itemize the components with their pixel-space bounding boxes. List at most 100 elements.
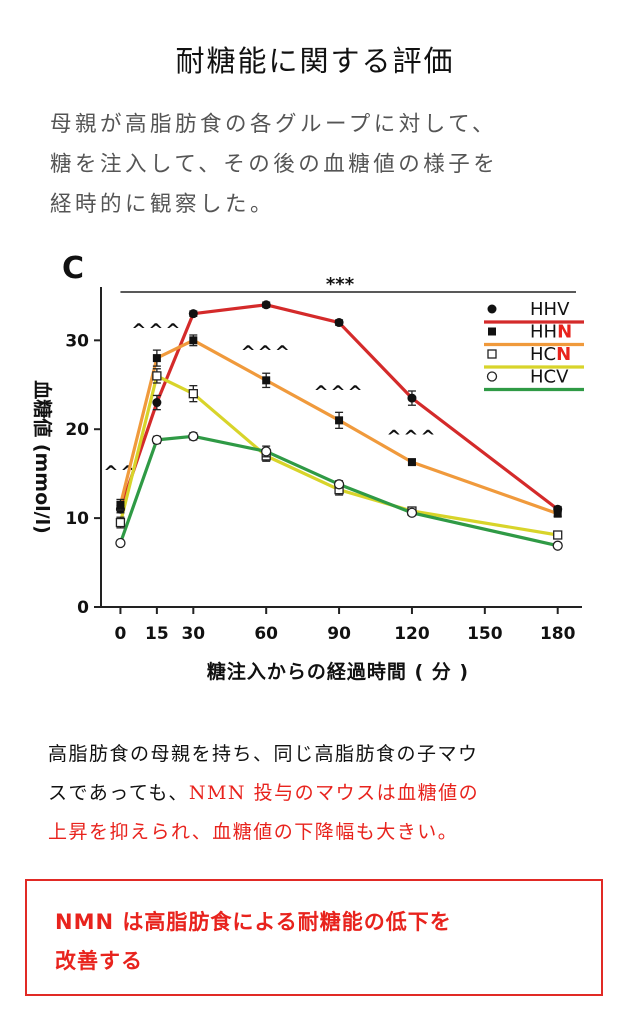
result-line: 高脂肪食の母親を持ち、同じ高脂肪食の子マウ bbox=[48, 743, 479, 765]
data-point-hhv bbox=[407, 390, 417, 406]
data-point-hhn bbox=[553, 509, 562, 518]
marker-point bbox=[552, 540, 563, 551]
marker-point bbox=[261, 300, 271, 310]
intro-paragraph: 母親が高脂肪食の各グループに対して、 糖を注入して、その後の血糖値の様子を 経時… bbox=[50, 105, 610, 225]
y-tick-label: 30 bbox=[65, 331, 89, 351]
legend-marker bbox=[487, 304, 497, 314]
marker-point bbox=[553, 530, 563, 540]
marker-point bbox=[152, 371, 162, 381]
legend-marker bbox=[487, 349, 497, 359]
data-point-hcv bbox=[188, 431, 199, 442]
marker-point bbox=[152, 398, 162, 408]
panel-label: C bbox=[62, 251, 84, 286]
x-tick-label: 180 bbox=[540, 624, 576, 644]
legend-label-base: HC bbox=[530, 344, 556, 365]
legend-entry: HCN bbox=[484, 344, 584, 369]
result-text-red: NMN 投与のマウスは血糖値の bbox=[188, 782, 480, 804]
legend-label: HCV bbox=[530, 367, 569, 388]
legend-marker bbox=[488, 327, 496, 336]
legend-entry: HCV bbox=[484, 367, 584, 392]
page-title: 耐糖能に関する評価 bbox=[175, 44, 455, 78]
legend-label-highlight: N bbox=[557, 322, 572, 343]
y-tick-label: 10 bbox=[65, 509, 89, 529]
marker-point bbox=[189, 336, 198, 345]
conclusion-line: NMN は高脂肪食による耐糖能の低下を bbox=[55, 910, 452, 934]
x-tick-label: 120 bbox=[394, 624, 430, 644]
data-point-hhv bbox=[261, 300, 271, 310]
result-line-red: 上昇を抑えられ、血糖値の下降幅も大きい。 bbox=[48, 821, 459, 843]
intro-line: 母親が高脂肪食の各グループに対して、 bbox=[50, 112, 497, 137]
data-point-hhv bbox=[152, 394, 162, 411]
legend-label: HCN bbox=[530, 344, 571, 365]
x-axis-label: 糖注入からの経過時間 ( 分 ) bbox=[207, 660, 469, 683]
marker-point bbox=[188, 431, 199, 442]
legend-label: HHV bbox=[530, 299, 570, 320]
conclusion-line: 改善する bbox=[55, 949, 143, 973]
data-point-hcn bbox=[152, 368, 162, 384]
data-point-hcn bbox=[553, 530, 563, 540]
data-point-hcv bbox=[552, 540, 563, 551]
data-point-hhn bbox=[116, 498, 125, 511]
data-point-hcv bbox=[151, 434, 163, 446]
glucose-tolerance-chart: C 0 10 20 30 0 15 30 60 90 120 150 180 糖注入からの経過時間 ( 分… bbox=[31, 251, 584, 683]
marker-point bbox=[115, 517, 126, 528]
legend-label-highlight: N bbox=[556, 344, 571, 365]
data-point-hhn bbox=[189, 334, 198, 347]
x-tick-label: 30 bbox=[181, 624, 205, 644]
y-axis-label: 血糖値 (mmol/l) bbox=[31, 380, 54, 534]
data-point-hcv bbox=[406, 507, 418, 518]
marker-point bbox=[334, 318, 344, 328]
legend-marker bbox=[486, 371, 498, 382]
data-point-hhn bbox=[335, 411, 344, 429]
marker-point bbox=[407, 393, 417, 403]
marker-point bbox=[333, 479, 345, 490]
marker-point bbox=[116, 500, 125, 509]
result-line: スであっても、NMN 投与のマウスは血糖値の bbox=[48, 774, 608, 813]
significance-marker: ^^^ bbox=[386, 427, 437, 448]
data-point-hcn bbox=[188, 385, 198, 403]
marker-point bbox=[553, 509, 562, 518]
data-point-hhv bbox=[334, 318, 344, 328]
data-point-hhn bbox=[152, 349, 161, 367]
data-point-hhn bbox=[407, 458, 416, 467]
marker-point bbox=[115, 537, 126, 549]
significance-marker: ^^^ bbox=[131, 320, 182, 341]
result-paragraph: 高脂肪食の母親を持ち、同じ高脂肪食の子マウ スであっても、NMN 投与のマウスは… bbox=[48, 735, 608, 852]
intro-line: 経時的に観察した。 bbox=[50, 192, 276, 217]
y-tick-label: 0 bbox=[77, 598, 89, 618]
marker-point bbox=[261, 446, 272, 457]
legend-entry: HHV bbox=[484, 299, 584, 324]
marker-point bbox=[188, 389, 198, 399]
significance-overall: *** bbox=[326, 274, 355, 295]
result-text-black: スであっても、 bbox=[48, 782, 189, 804]
marker-point bbox=[335, 416, 344, 425]
marker-point bbox=[188, 309, 198, 319]
legend-entry: HHN bbox=[484, 322, 584, 347]
data-point-hcv bbox=[333, 479, 345, 490]
marker-point bbox=[151, 434, 163, 446]
marker-point bbox=[406, 507, 418, 518]
marker-point bbox=[152, 354, 161, 363]
x-tick-label: 0 bbox=[115, 624, 127, 644]
legend-label-base: HCV bbox=[530, 367, 569, 388]
data-point-hhn bbox=[262, 372, 271, 389]
intro-line: 糖を注入して、その後の血糖値の様子を bbox=[50, 152, 499, 177]
marker-point bbox=[262, 376, 271, 385]
data-point-hcv bbox=[261, 445, 272, 458]
significance-marker: ^^^ bbox=[241, 342, 292, 363]
y-tick-label: 20 bbox=[65, 420, 89, 440]
data-point-hhv bbox=[188, 309, 198, 319]
x-tick-label: 90 bbox=[327, 624, 351, 644]
significance-marker: ^^^ bbox=[313, 382, 364, 403]
x-tick-label: 150 bbox=[467, 624, 503, 644]
legend-label: HHN bbox=[530, 322, 572, 343]
x-tick-label: 15 bbox=[145, 624, 169, 644]
legend-label-base: HHV bbox=[530, 299, 570, 320]
legend-label-base: HH bbox=[530, 322, 557, 343]
marker-point bbox=[407, 458, 416, 467]
x-tick-label: 60 bbox=[254, 624, 278, 644]
conclusion-text: NMN は高脂肪食による耐糖能の低下を 改善する bbox=[55, 903, 452, 981]
data-point-hcv bbox=[115, 537, 126, 549]
data-point-hcn bbox=[115, 516, 126, 529]
conclusion-box: NMN は高脂肪食による耐糖能の低下を 改善する bbox=[25, 879, 603, 996]
